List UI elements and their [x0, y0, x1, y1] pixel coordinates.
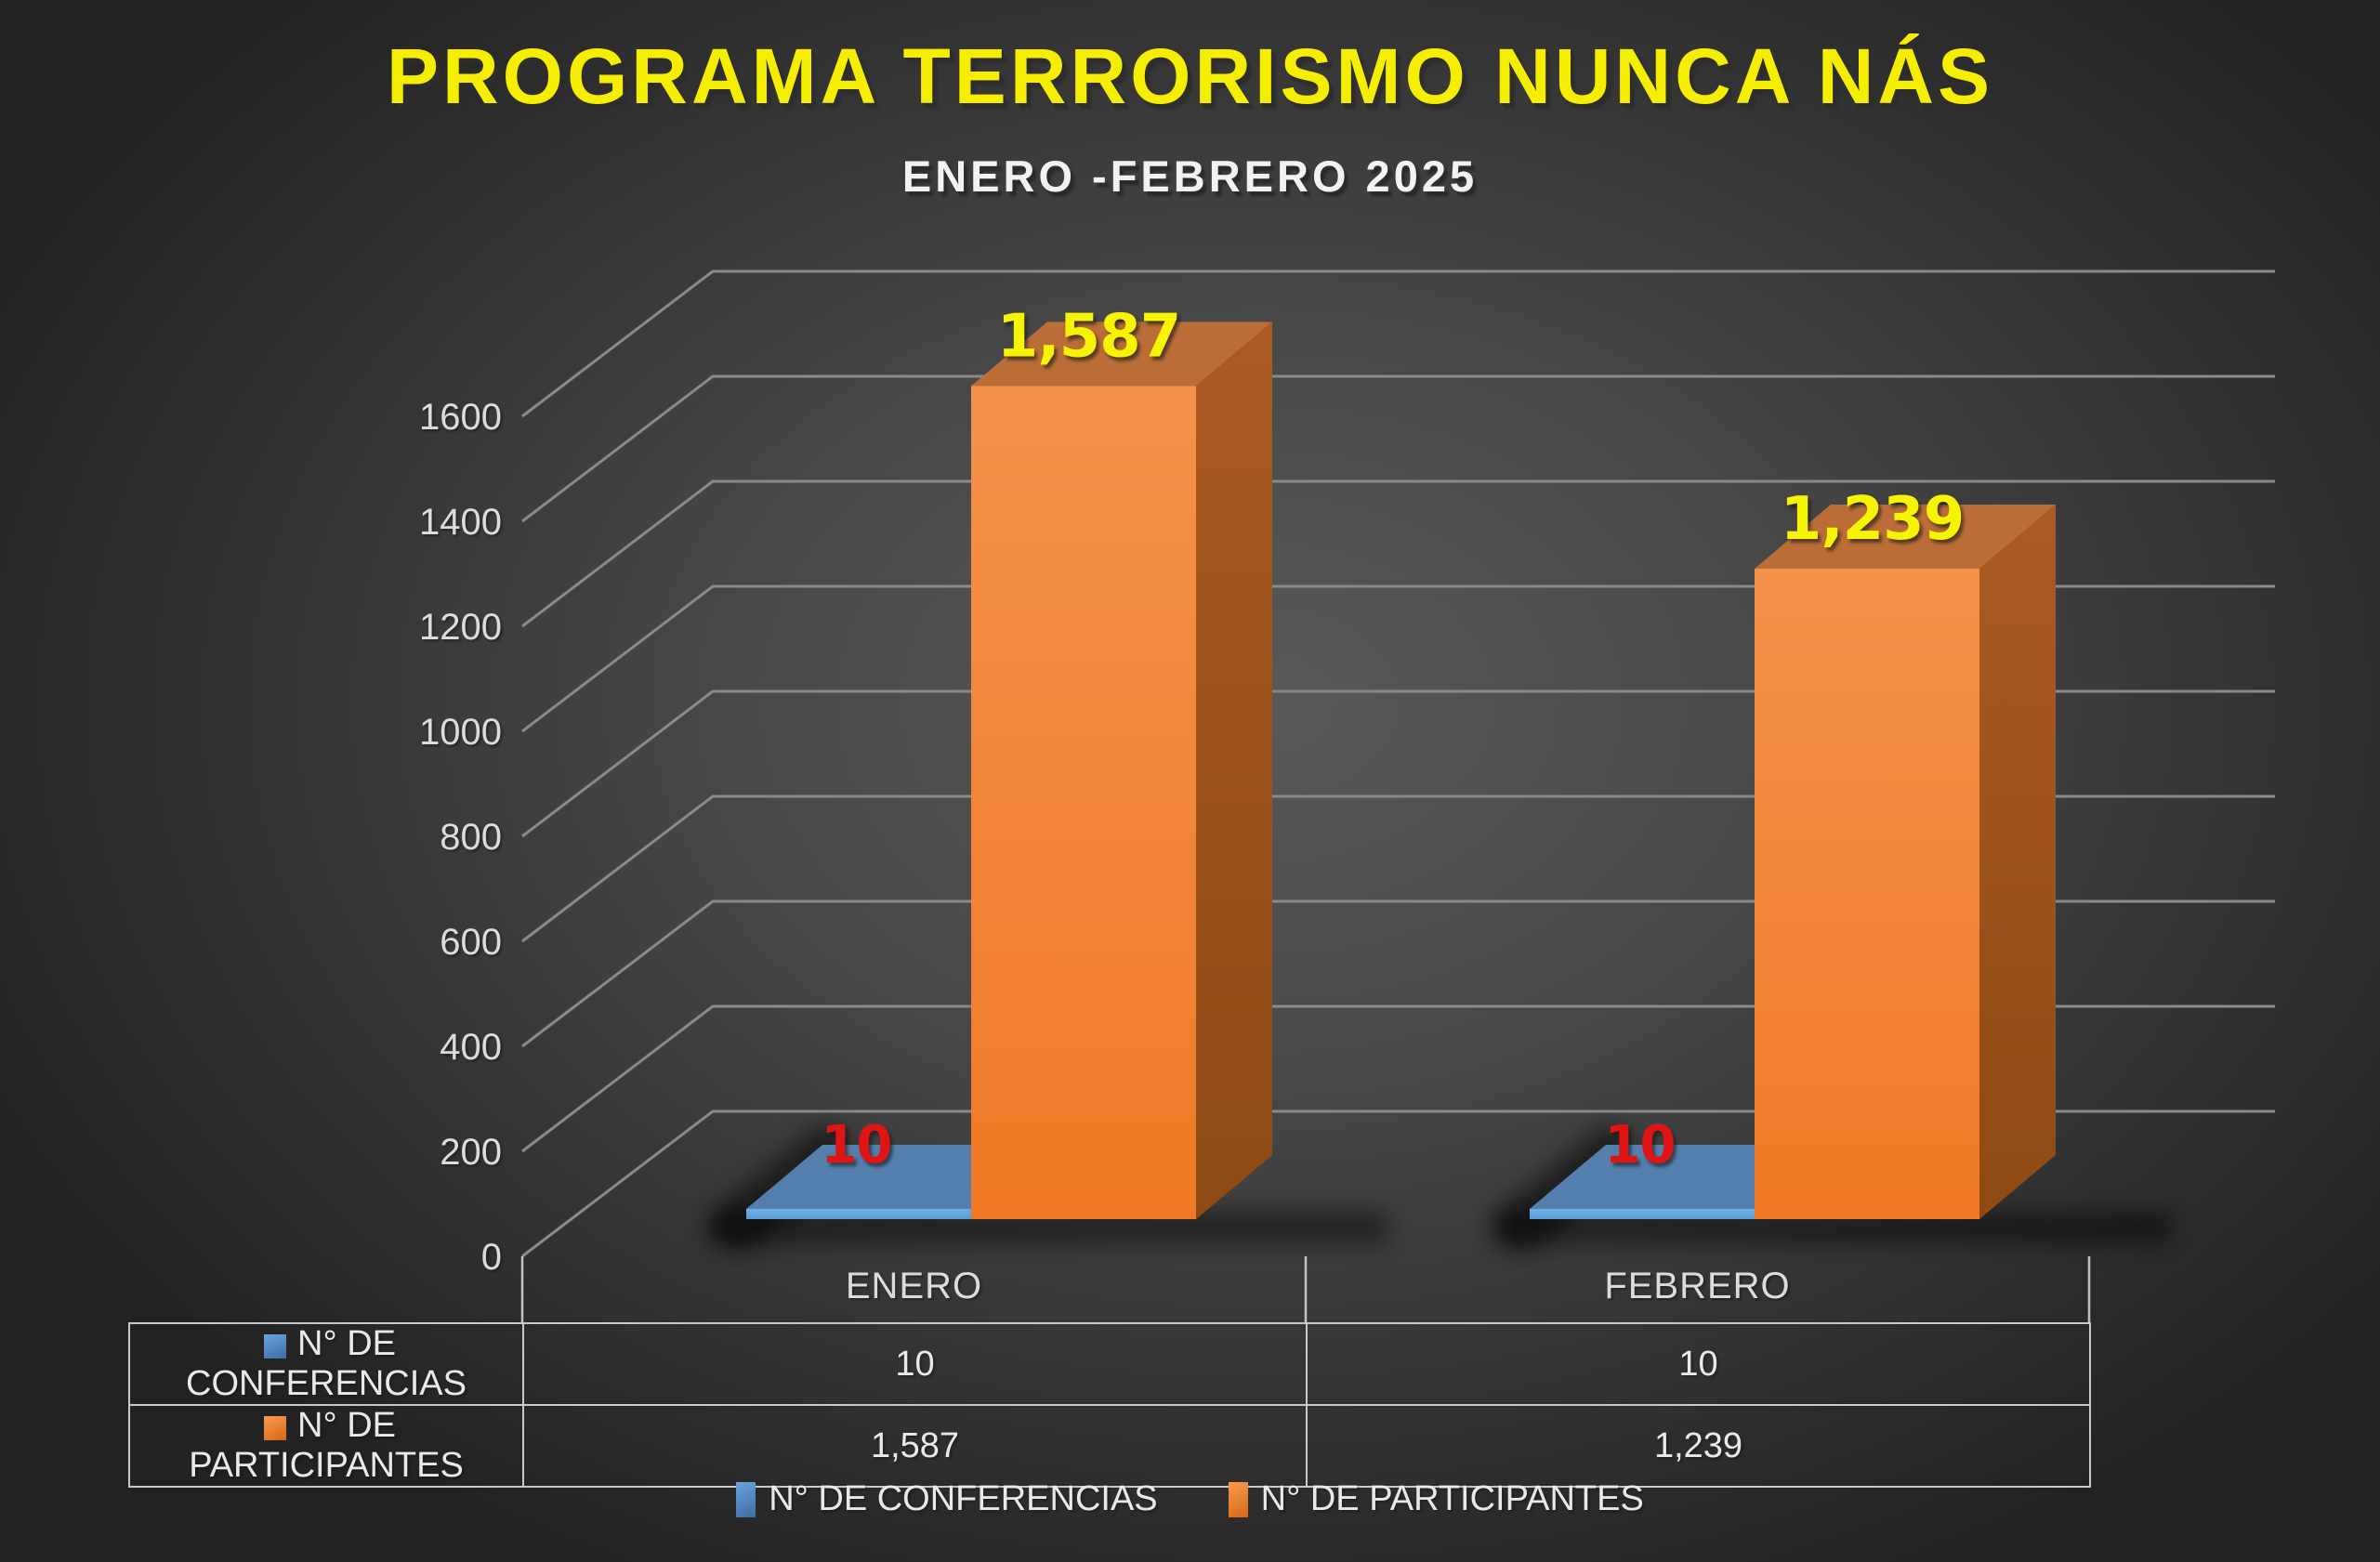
bar-participantes-top-face: [1755, 504, 2056, 569]
gridline: [521, 269, 2275, 418]
data-label-conferencias: 10: [1605, 1115, 1676, 1175]
bar-participantes: [971, 386, 1196, 1220]
legend-label: N° DE CONFERENCIAS: [769, 1479, 1158, 1518]
table-cell-conferencias-febrero: 10: [1306, 1322, 2091, 1406]
bar-conferencias: [1530, 1209, 1755, 1219]
table-row-header-label: N° DE PARTICIPANTES: [189, 1406, 464, 1485]
data-table: N° DE CONFERENCIAS 10 10 N° DE PARTICIPA…: [128, 1322, 2091, 1488]
table-row-conferencias: N° DE CONFERENCIAS 10 10: [128, 1322, 2091, 1406]
gridline: [521, 1004, 2275, 1153]
gridline: [521, 899, 2275, 1048]
gridline: [521, 794, 2275, 943]
gridline: [521, 479, 2275, 628]
x-axis-category-label: ENERO: [846, 1266, 982, 1306]
y-axis-tick-label: 600: [440, 922, 502, 963]
chart-subtitle: ENERO -FEBRERO 2025: [901, 151, 1479, 201]
data-label-conferencias: 10: [822, 1115, 892, 1175]
gridline: [521, 374, 2275, 523]
y-axis-tick-label: 1000: [419, 712, 502, 753]
table-cell-conferencias-enero: 10: [522, 1322, 1308, 1406]
legend-swatch-orange-icon: [1228, 1481, 1248, 1517]
bar-conferencias: [746, 1209, 971, 1219]
bar-participantes: [1755, 568, 1979, 1219]
bar-participantes-side-face: [1979, 504, 2056, 1219]
bar-group-enero: 10 1,587: [709, 302, 1387, 1251]
bar-participantes-top-face: [971, 322, 1272, 387]
data-label-participantes: 1,239: [1781, 485, 1964, 554]
y-axis-tick-label: 1200: [419, 607, 502, 648]
gridline: [521, 1109, 2275, 1258]
x-axis-category-label: FEBRERO: [1604, 1266, 1790, 1306]
y-axis-tick-label: 0: [481, 1237, 502, 1278]
y-axis-tick-label: 400: [440, 1027, 502, 1068]
table-cell-participantes-enero: 1,587: [522, 1404, 1308, 1488]
chart-title: PROGRAMA TERRORISMO NUNCA NÁS: [386, 33, 1994, 120]
series-swatch-orange-icon: [264, 1416, 286, 1440]
legend-item-conferencias: N° DE CONFERENCIAS: [736, 1479, 1158, 1519]
legend-swatch-blue-icon: [736, 1481, 756, 1517]
table-row-header-label: N° DE CONFERENCIAS: [186, 1324, 467, 1403]
y-axis-tick-label: 800: [440, 817, 502, 858]
bar-participantes-side-face: [1196, 322, 1272, 1220]
legend-label: N° DE PARTICIPANTES: [1260, 1479, 1644, 1518]
chart-legend: N° DE CONFERENCIAS N° DE PARTICIPANTES: [0, 1479, 2380, 1519]
gridline: [521, 689, 2275, 838]
y-axis-tick-label: 200: [440, 1132, 502, 1173]
series-swatch-blue-icon: [264, 1334, 286, 1359]
gridline: [521, 584, 2275, 733]
bar-group-febrero: 10 1,239: [1492, 485, 2171, 1251]
legend-item-participantes: N° DE PARTICIPANTES: [1228, 1479, 1644, 1519]
data-label-participantes: 1,587: [997, 302, 1180, 371]
y-axis-tick-label: 1400: [419, 502, 502, 543]
table-row-header-participantes: N° DE PARTICIPANTES: [128, 1404, 524, 1488]
table-row-header-conferencias: N° DE CONFERENCIAS: [128, 1322, 524, 1406]
y-axis-tick-label: 1600: [419, 397, 502, 438]
table-row-participantes: N° DE PARTICIPANTES 1,587 1,239: [128, 1404, 2091, 1488]
table-cell-participantes-febrero: 1,239: [1306, 1404, 2091, 1488]
